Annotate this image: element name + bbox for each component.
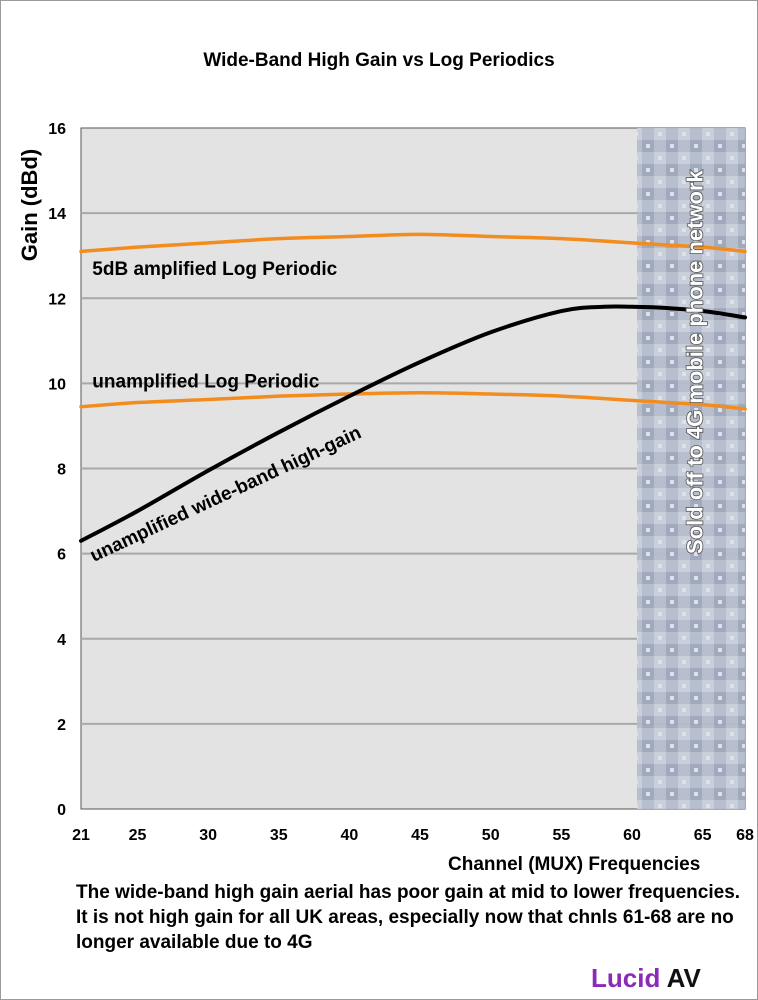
x-tick-label: 50 <box>482 827 500 844</box>
y-tick-label: 0 <box>57 802 66 819</box>
y-tick-label: 10 <box>48 376 66 393</box>
x-tick-label: 25 <box>129 827 147 844</box>
x-tick-label: 30 <box>199 827 217 844</box>
y-tick-label: 16 <box>48 121 66 138</box>
series-line-2 <box>79 390 747 411</box>
brand-logo: Lucid AV <box>591 963 701 994</box>
x-axis-label: Channel (MUX) Frequencies <box>448 854 701 875</box>
shaded-region-label: Sold off to 4G mobile phone network <box>683 169 708 554</box>
x-tick-label: 68 <box>736 827 754 844</box>
4g-shaded-region <box>636 128 745 809</box>
caption-text: The wide-band high gain aerial has poor … <box>76 882 741 953</box>
x-tick-label: 65 <box>694 827 712 844</box>
x-tick-label: 55 <box>552 827 570 844</box>
x-tick-label: 21 <box>72 827 90 844</box>
series-line-1 <box>79 232 747 254</box>
x-tick-labels: 21 25 30 35 40 45 50 55 60 65 68 <box>72 827 754 844</box>
y-tick-label: 12 <box>48 291 66 308</box>
gridlines <box>81 212 745 725</box>
series-annotation: unamplified Log Periodic <box>92 372 319 393</box>
chart-title: Wide-Band High Gain vs Log Periodics <box>203 50 555 71</box>
series-line-3 <box>79 304 747 543</box>
x-tick-label: 35 <box>270 827 288 844</box>
series-annotation: 5dB amplified Log Periodic <box>92 259 337 280</box>
x-tick-label: 60 <box>623 827 641 844</box>
x-tick-label: 40 <box>341 827 359 844</box>
y-tick-label: 6 <box>57 547 66 564</box>
y-tick-label: 2 <box>57 717 66 734</box>
x-tick-label: 45 <box>411 827 429 844</box>
brand-name-part2: AV <box>660 963 701 993</box>
y-tick-label: 4 <box>57 632 66 649</box>
brand-name-part1: Lucid <box>591 963 661 993</box>
y-tick-label: 8 <box>57 462 66 479</box>
y-tick-label: 14 <box>48 206 66 223</box>
series-lines <box>79 232 747 543</box>
y-tick-labels: 0 2 4 6 8 10 12 14 16 <box>48 121 66 819</box>
